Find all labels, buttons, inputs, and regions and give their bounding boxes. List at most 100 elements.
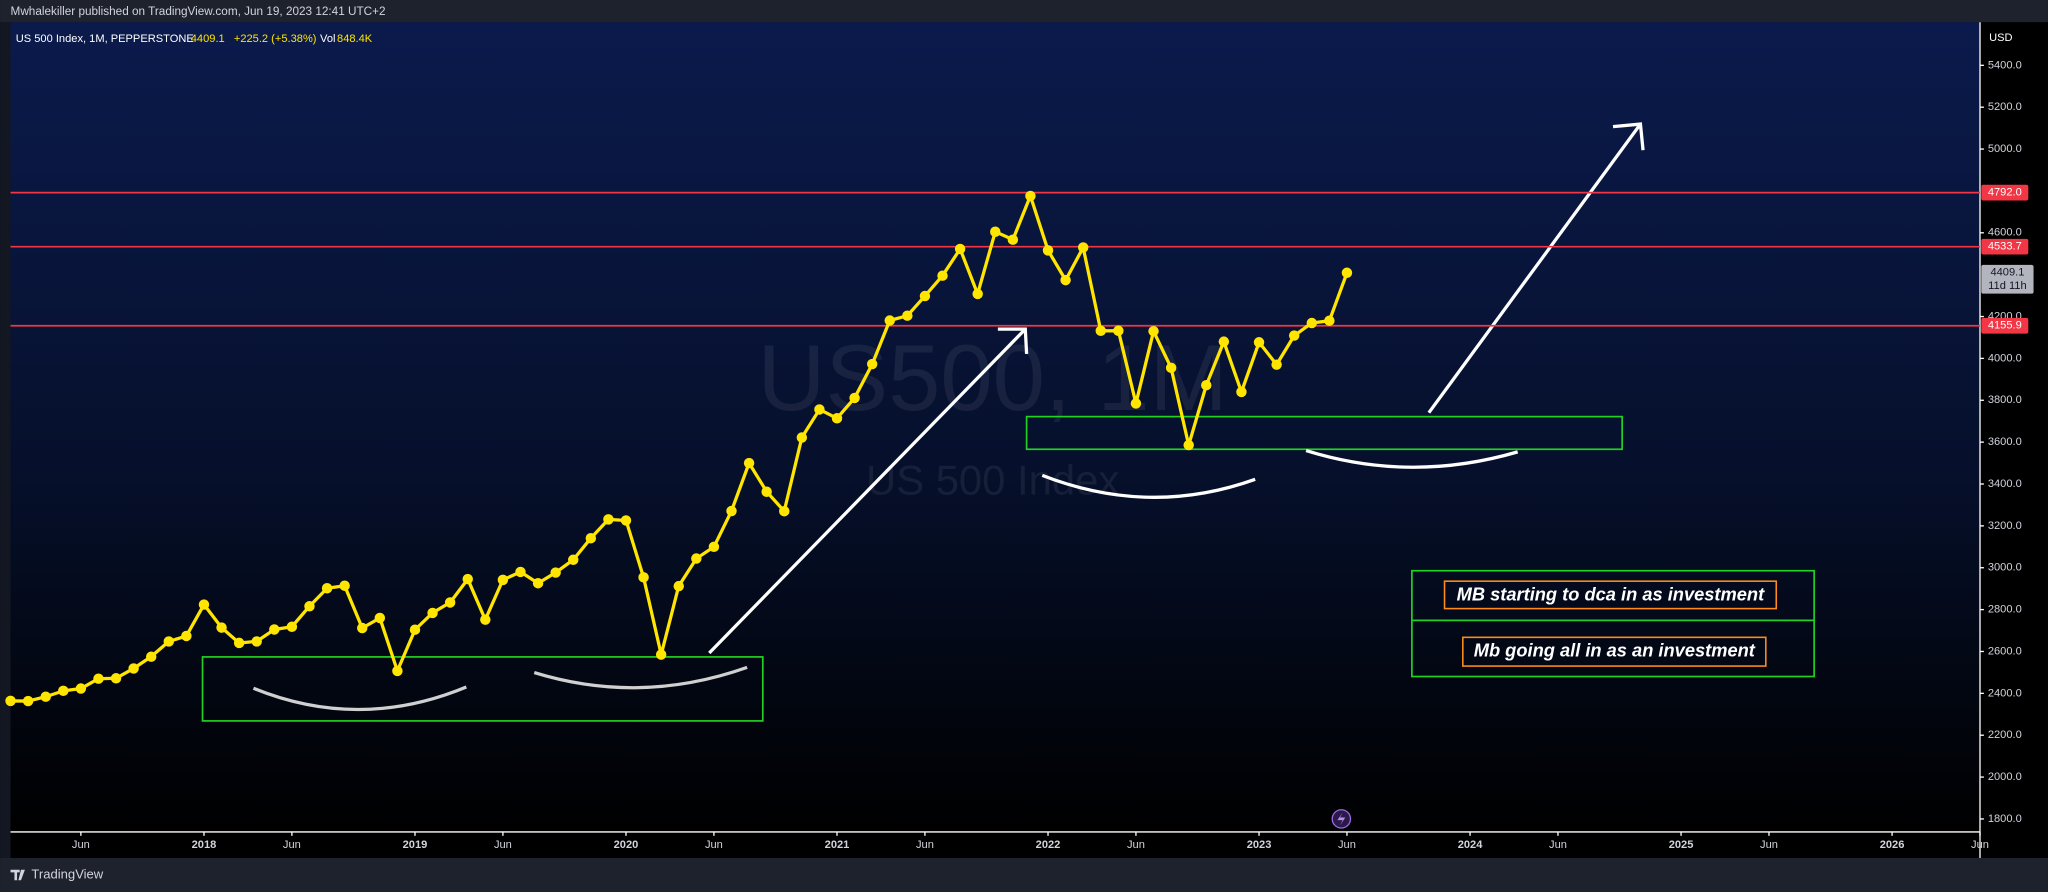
price-point <box>550 567 561 578</box>
price-point <box>849 392 860 404</box>
price-point <box>954 243 966 255</box>
footer-bar <box>0 858 2048 892</box>
zone-box <box>1025 415 1623 451</box>
x-tick-label: 2026 <box>1880 839 1905 851</box>
watermark: US 500 Index <box>866 456 1119 503</box>
y-tick-label: 3000.0 <box>1988 562 2022 574</box>
price-point <box>5 695 16 707</box>
price-point <box>480 614 491 625</box>
price-point <box>198 599 210 610</box>
y-tick-label: 4600.0 <box>1988 227 2022 239</box>
price-point <box>233 637 245 649</box>
price-point <box>1253 337 1265 348</box>
price-point <box>93 673 104 684</box>
price-point <box>638 572 649 583</box>
x-tick-label: 2020 <box>614 839 639 851</box>
price-point <box>1130 398 1142 409</box>
x-tick-label: Jun <box>1971 839 1989 851</box>
price-point <box>1113 325 1124 336</box>
level-tag <box>1981 184 2029 201</box>
price-point <box>620 515 632 526</box>
price-point <box>779 505 790 517</box>
level-label: 4155.9 <box>1988 320 2022 332</box>
price-point <box>919 290 931 302</box>
price-point <box>1007 234 1019 245</box>
price-point <box>1306 317 1318 329</box>
price-point <box>1148 325 1159 337</box>
price-point <box>145 651 157 662</box>
price-point <box>58 685 69 697</box>
price-point <box>1077 242 1089 253</box>
price-point <box>1324 315 1335 326</box>
price-point <box>1060 274 1071 286</box>
level-tag <box>1981 317 2029 334</box>
header-bar <box>0 0 2048 23</box>
price-point <box>691 553 702 564</box>
x-tick-label: 2023 <box>1247 839 1272 851</box>
price-point <box>181 630 192 642</box>
price-point <box>866 358 878 370</box>
arrow <box>708 327 1029 655</box>
price-point <box>532 578 544 589</box>
y-tick-label: 5400.0 <box>1988 59 2022 71</box>
price-point <box>1271 359 1282 370</box>
price-point <box>585 532 597 544</box>
price-point <box>392 665 403 677</box>
legend-change: +225.2 (+5.38%) <box>234 33 317 45</box>
y-tick-label: 5200.0 <box>1988 101 2022 113</box>
price-point <box>831 413 843 424</box>
price-point <box>75 683 87 694</box>
note-frame <box>1462 636 1767 667</box>
price-point <box>884 315 895 326</box>
price-point <box>708 541 720 553</box>
price-point <box>1095 325 1106 336</box>
price-point <box>796 432 808 443</box>
price-point <box>462 573 473 585</box>
price-point <box>357 622 368 634</box>
y-tick-label: 3200.0 <box>1988 520 2022 532</box>
price-point <box>972 288 983 300</box>
price-point <box>655 649 667 660</box>
legend-last: 4409.1 <box>191 33 225 45</box>
price-point <box>1288 330 1300 341</box>
x-tick-label: Jun <box>72 839 90 851</box>
curve <box>252 685 467 712</box>
last-price-tag <box>1981 264 2034 294</box>
x-tick-label: Jun <box>1127 839 1145 851</box>
x-tick-label: Jun <box>494 839 512 851</box>
price-point <box>409 624 421 635</box>
header: Mwhalekiller published on TradingView.co… <box>11 5 386 18</box>
price-point <box>515 566 526 578</box>
currency: USD <box>1989 32 2012 44</box>
x-tick-label: Jun <box>283 839 301 851</box>
zone-box <box>201 656 764 722</box>
price-point <box>673 580 684 592</box>
price-point <box>22 695 34 707</box>
level-tag <box>1981 238 2029 255</box>
price-point <box>814 404 825 415</box>
price-point <box>990 226 1001 237</box>
arrow <box>1427 122 1645 414</box>
curve <box>1041 473 1256 499</box>
price-point <box>321 583 333 594</box>
price-point <box>1042 245 1054 256</box>
y-tick-label: 2400.0 <box>1988 687 2022 699</box>
price-point <box>726 505 737 517</box>
price-point <box>251 636 262 647</box>
x-tick-label: Jun <box>916 839 934 851</box>
footer: TradingView <box>31 866 103 881</box>
drawings <box>201 122 1815 829</box>
x-tick-label: 2025 <box>1669 839 1694 851</box>
price-point <box>339 580 350 591</box>
legend-vol-label: Vol <box>320 33 335 45</box>
legend-vol: 848.4K <box>337 33 373 45</box>
y-tick-label: 2200.0 <box>1988 729 2022 741</box>
price-axis <box>1979 22 2048 832</box>
time-axis <box>10 831 2048 859</box>
price-point <box>1218 336 1230 347</box>
price-point <box>1183 439 1194 451</box>
price-point <box>761 486 772 497</box>
note-frame <box>1443 580 1778 610</box>
